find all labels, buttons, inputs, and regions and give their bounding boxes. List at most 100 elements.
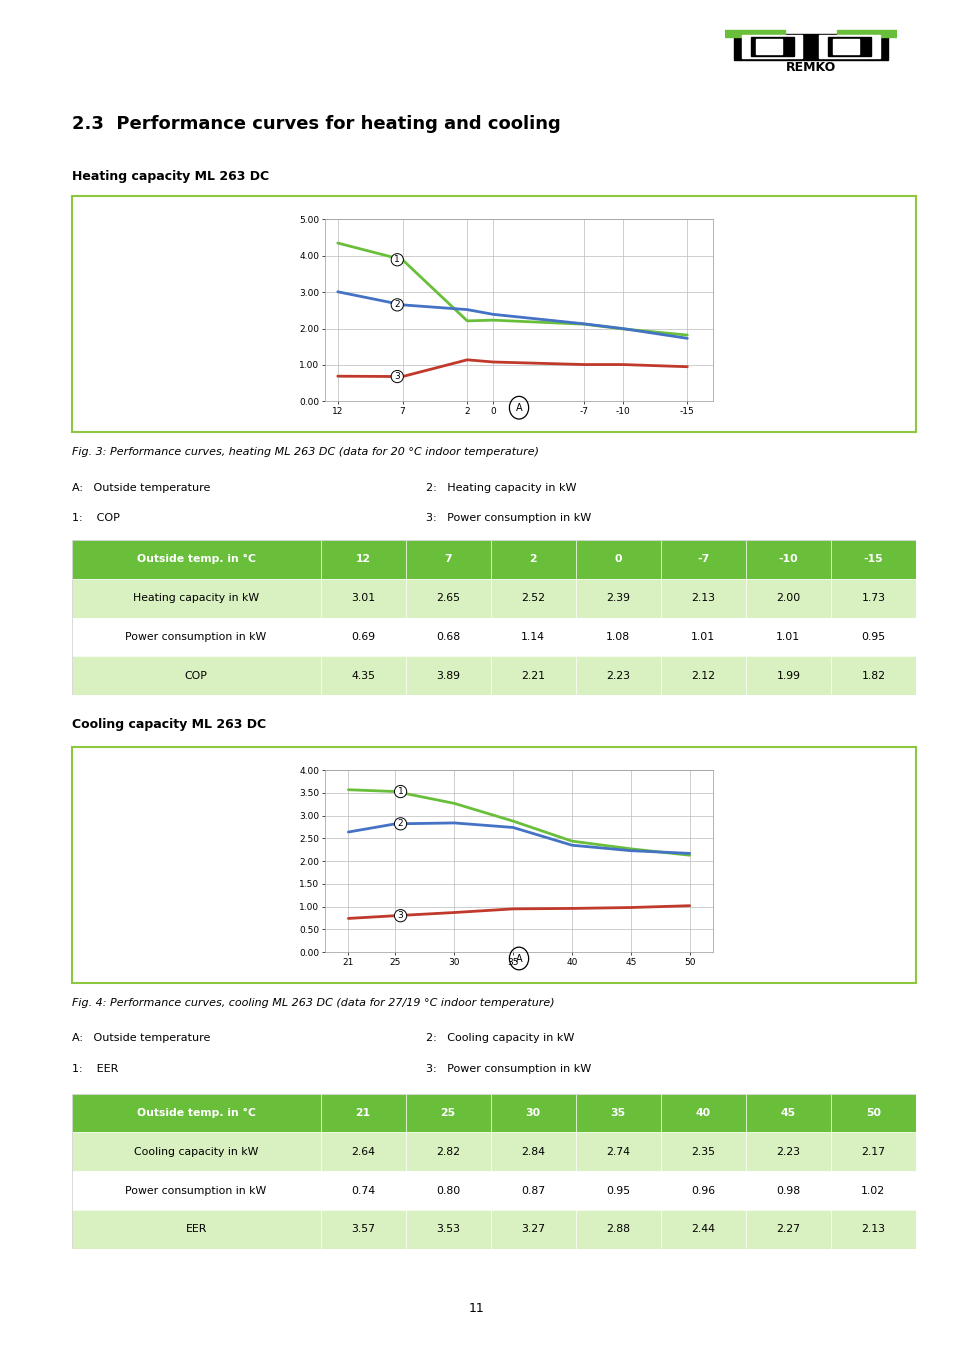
Text: 2.21: 2.21 <box>520 671 544 680</box>
Text: 3: 3 <box>397 911 403 921</box>
Text: 2.88: 2.88 <box>605 1224 630 1234</box>
FancyBboxPatch shape <box>71 656 320 695</box>
Text: -15: -15 <box>862 555 882 564</box>
Text: 2:   Heating capacity in kW: 2: Heating capacity in kW <box>426 483 576 493</box>
Bar <box>741 35 801 58</box>
Text: 3.27: 3.27 <box>520 1224 544 1234</box>
Bar <box>733 34 887 59</box>
Text: 0.68: 0.68 <box>436 632 459 643</box>
FancyBboxPatch shape <box>405 1094 490 1133</box>
FancyBboxPatch shape <box>71 579 320 618</box>
Text: 1.99: 1.99 <box>776 671 800 680</box>
Text: 2.52: 2.52 <box>520 593 544 603</box>
Text: 2.64: 2.64 <box>351 1146 375 1157</box>
FancyBboxPatch shape <box>660 618 745 656</box>
Text: 1.08: 1.08 <box>605 632 630 643</box>
Text: 21: 21 <box>355 1108 371 1118</box>
FancyBboxPatch shape <box>745 1210 830 1249</box>
FancyBboxPatch shape <box>745 656 830 695</box>
FancyBboxPatch shape <box>405 540 490 579</box>
FancyBboxPatch shape <box>830 1210 915 1249</box>
Bar <box>827 38 870 57</box>
Text: A:   Outside temperature: A: Outside temperature <box>71 483 210 493</box>
FancyBboxPatch shape <box>320 579 405 618</box>
Text: 2: 2 <box>529 555 537 564</box>
Text: 45: 45 <box>780 1108 795 1118</box>
FancyBboxPatch shape <box>575 540 660 579</box>
Text: 2:   Cooling capacity in kW: 2: Cooling capacity in kW <box>426 1034 574 1044</box>
Text: Fig. 3: Performance curves, heating ML 263 DC (data for 20 °C indoor temperature: Fig. 3: Performance curves, heating ML 2… <box>71 447 538 458</box>
Text: 2.23: 2.23 <box>776 1146 800 1157</box>
FancyBboxPatch shape <box>320 1170 405 1210</box>
FancyBboxPatch shape <box>830 1133 915 1170</box>
Bar <box>832 39 858 54</box>
Text: Fig. 4: Performance curves, cooling ML 263 DC (data for 27/19 °C indoor temperat: Fig. 4: Performance curves, cooling ML 2… <box>71 998 554 1008</box>
Text: 1.14: 1.14 <box>520 632 544 643</box>
FancyBboxPatch shape <box>660 1094 745 1133</box>
FancyBboxPatch shape <box>490 579 575 618</box>
FancyBboxPatch shape <box>490 540 575 579</box>
FancyBboxPatch shape <box>71 1210 320 1249</box>
Text: 3:   Power consumption in kW: 3: Power consumption in kW <box>426 1064 591 1073</box>
FancyBboxPatch shape <box>745 540 830 579</box>
FancyBboxPatch shape <box>745 579 830 618</box>
Text: 2.27: 2.27 <box>776 1224 800 1234</box>
Text: 2.84: 2.84 <box>520 1146 544 1157</box>
FancyBboxPatch shape <box>660 1210 745 1249</box>
Text: 0.98: 0.98 <box>776 1185 800 1196</box>
Text: 1.02: 1.02 <box>861 1185 884 1196</box>
Text: REMKO: REMKO <box>785 61 835 74</box>
FancyBboxPatch shape <box>71 196 915 432</box>
Text: 2.3  Performance curves for heating and cooling: 2.3 Performance curves for heating and c… <box>71 115 559 134</box>
Text: 1:    EER: 1: EER <box>71 1064 118 1073</box>
Text: 0: 0 <box>614 555 621 564</box>
FancyBboxPatch shape <box>405 656 490 695</box>
Text: 2: 2 <box>397 819 403 829</box>
FancyBboxPatch shape <box>490 1170 575 1210</box>
FancyBboxPatch shape <box>320 1094 405 1133</box>
FancyBboxPatch shape <box>490 1210 575 1249</box>
Text: 2.39: 2.39 <box>605 593 630 603</box>
Text: 3.57: 3.57 <box>351 1224 375 1234</box>
Text: 50: 50 <box>865 1108 880 1118</box>
FancyBboxPatch shape <box>490 1133 575 1170</box>
FancyBboxPatch shape <box>490 618 575 656</box>
FancyBboxPatch shape <box>660 540 745 579</box>
Bar <box>819 35 879 58</box>
Text: 2.23: 2.23 <box>605 671 630 680</box>
FancyBboxPatch shape <box>71 1170 320 1210</box>
FancyBboxPatch shape <box>830 1094 915 1133</box>
FancyBboxPatch shape <box>405 1170 490 1210</box>
FancyBboxPatch shape <box>320 618 405 656</box>
Text: EER: EER <box>185 1224 207 1234</box>
FancyBboxPatch shape <box>575 618 660 656</box>
Text: Outside temp. in °C: Outside temp. in °C <box>136 1108 255 1118</box>
Text: 2: 2 <box>394 300 399 309</box>
FancyBboxPatch shape <box>320 656 405 695</box>
Text: 40: 40 <box>695 1108 710 1118</box>
Text: 1:    COP: 1: COP <box>71 513 119 522</box>
Text: 30: 30 <box>525 1108 540 1118</box>
FancyBboxPatch shape <box>71 747 915 983</box>
FancyBboxPatch shape <box>575 656 660 695</box>
Text: Power consumption in kW: Power consumption in kW <box>126 632 267 643</box>
FancyBboxPatch shape <box>71 540 320 579</box>
FancyBboxPatch shape <box>405 1133 490 1170</box>
FancyBboxPatch shape <box>71 618 320 656</box>
FancyBboxPatch shape <box>575 1133 660 1170</box>
Text: 25: 25 <box>440 1108 456 1118</box>
FancyBboxPatch shape <box>320 540 405 579</box>
Text: 2.44: 2.44 <box>691 1224 715 1234</box>
Text: 1.01: 1.01 <box>776 632 800 643</box>
Text: 3.01: 3.01 <box>351 593 375 603</box>
Text: 4.35: 4.35 <box>351 671 375 680</box>
Text: 1: 1 <box>397 787 403 796</box>
FancyBboxPatch shape <box>830 579 915 618</box>
FancyBboxPatch shape <box>830 540 915 579</box>
Text: 1.73: 1.73 <box>861 593 884 603</box>
Text: 2.74: 2.74 <box>605 1146 630 1157</box>
FancyBboxPatch shape <box>745 618 830 656</box>
Text: 0.80: 0.80 <box>436 1185 459 1196</box>
FancyBboxPatch shape <box>71 1133 320 1170</box>
Text: 2.35: 2.35 <box>691 1146 715 1157</box>
